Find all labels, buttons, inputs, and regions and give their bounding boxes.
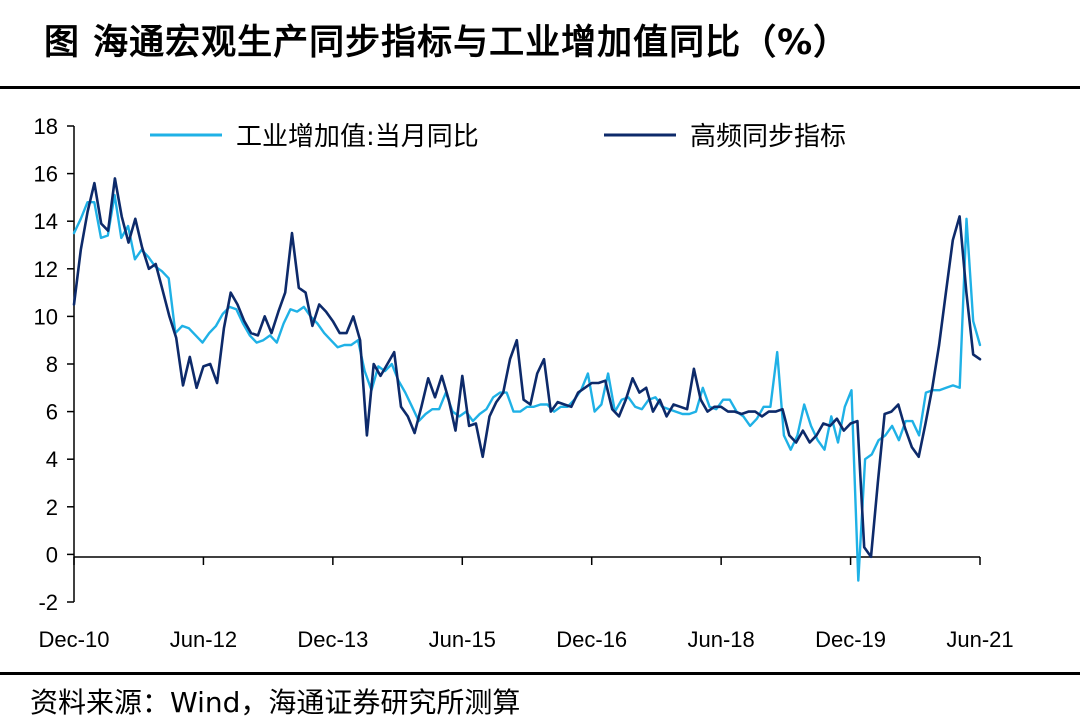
- x-tick-label: Dec-13: [297, 627, 368, 652]
- y-tick-label: 12: [34, 257, 58, 282]
- x-tick-label: Jun-12: [170, 627, 237, 652]
- chart-title: 图 海通宏观生产同步指标与工业增加值同比（%）: [44, 23, 850, 63]
- x-tick-label: Jun-15: [429, 627, 496, 652]
- y-tick-label: 18: [34, 114, 58, 139]
- x-axis: Dec-10 Jun-12 Dec-13 Jun-15 Dec-16 Jun-18 Dec-…: [39, 556, 1014, 652]
- x-tick-label: Jun-18: [688, 627, 755, 652]
- series-lines: [72, 177, 982, 582]
- y-tick-label: 2: [46, 495, 58, 520]
- y-tick-label: 6: [46, 400, 58, 425]
- line-chart: -2 0 2 4 6 8 10 12 14 16 18 Dec-10 Jun-12 Dec-13 Jun-…: [34, 114, 1014, 652]
- legend: 工业增加值:当月同比 高频同步指标: [150, 122, 846, 152]
- x-tick-label: Dec-19: [815, 627, 886, 652]
- y-tick-label: 16: [34, 162, 58, 187]
- y-tick-label: 10: [34, 304, 58, 329]
- source-note: 资料来源：Wind，海通证券研究所测算: [30, 686, 521, 719]
- y-tick-label: 14: [34, 209, 58, 234]
- y-tick-label: 0: [46, 542, 58, 567]
- y-axis: -2 0 2 4 6 8 10 12 14 16 18: [34, 114, 75, 615]
- series-line-industrial-value-added: [72, 193, 982, 582]
- y-tick-label: 4: [46, 447, 58, 472]
- x-tick-label: Jun-21: [946, 627, 1013, 652]
- x-tick-label: Dec-10: [39, 627, 110, 652]
- y-tick-label: -2: [38, 590, 58, 615]
- source-bar: 资料来源：Wind，海通证券研究所测算: [0, 672, 1080, 722]
- legend-label: 工业增加值:当月同比: [236, 122, 479, 152]
- title-bar: 图 海通宏观生产同步指标与工业增加值同比（%）: [0, 0, 1080, 89]
- series-line-high-frequency-indicator: [72, 177, 982, 559]
- y-tick-label: 8: [46, 352, 58, 377]
- legend-label: 高频同步指标: [690, 122, 846, 152]
- x-tick-label: Dec-16: [556, 627, 627, 652]
